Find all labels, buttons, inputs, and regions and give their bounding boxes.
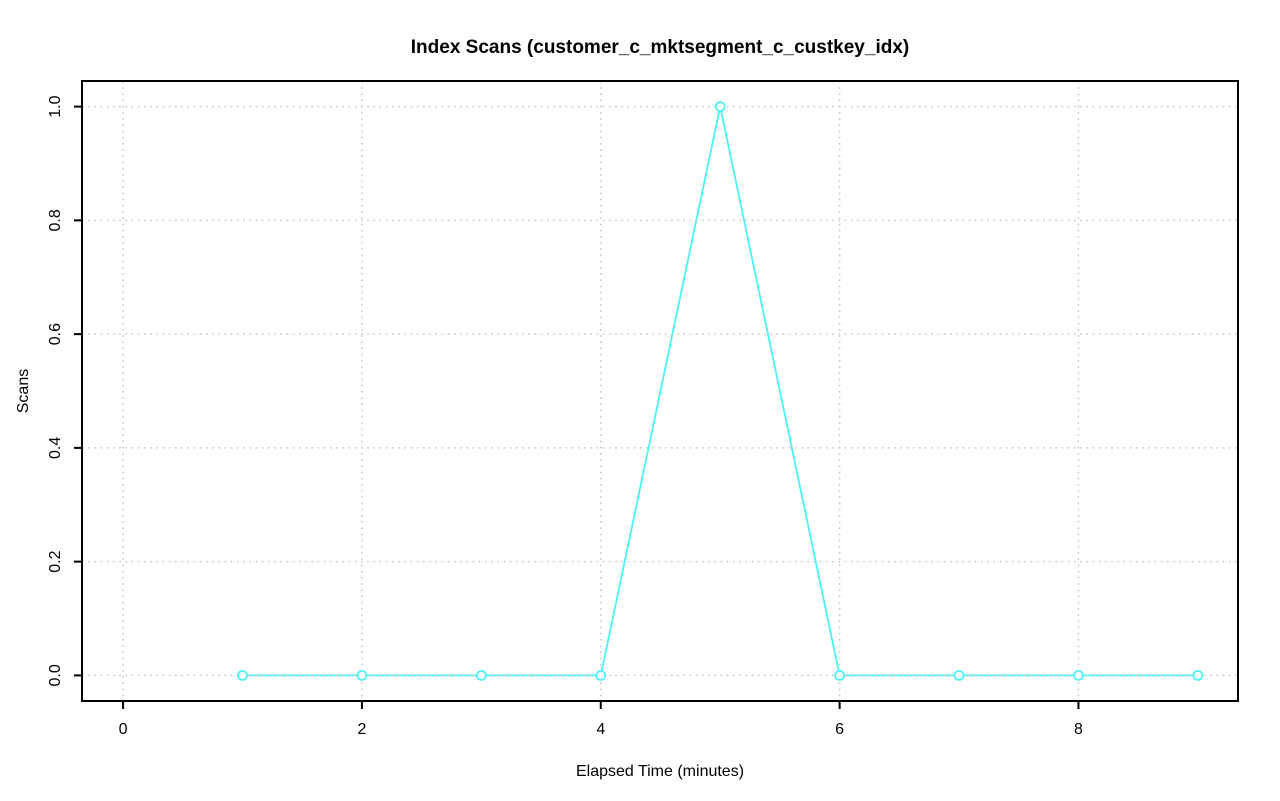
data-point-marker xyxy=(237,670,248,681)
x-tick-label: 4 xyxy=(596,721,605,738)
x-axis-label: Elapsed Time (minutes) xyxy=(576,763,744,780)
y-tick-label: 1.0 xyxy=(47,95,64,117)
data-point-marker xyxy=(953,670,965,681)
data-point-marker xyxy=(834,670,846,681)
y-tick-label: 0.2 xyxy=(47,550,64,572)
y-axis-label: Scans xyxy=(15,369,32,413)
x-tick-label: 6 xyxy=(835,721,844,738)
plot-border xyxy=(81,80,1239,702)
data-point-marker xyxy=(714,101,726,112)
y-tick-label: 0.6 xyxy=(47,323,64,345)
data-point-marker xyxy=(1073,670,1084,681)
axes-group: 0 2 4 6 8 0.0 0.2 0.4 0.6 0.8 1.0 xyxy=(47,80,1239,738)
gridlines-group xyxy=(82,81,1238,701)
data-point-marker xyxy=(356,670,368,681)
y-tick-label: 0.0 xyxy=(47,664,64,686)
data-point-marker xyxy=(595,670,607,681)
series-line xyxy=(241,105,1199,677)
data-point-marker xyxy=(475,670,487,681)
chart-title: Index Scans (customer_c_mktsegment_c_cus… xyxy=(411,37,909,58)
x-tick-label: 8 xyxy=(1074,721,1083,738)
x-tick-label: 0 xyxy=(119,721,128,738)
series-line-group xyxy=(241,105,1199,677)
y-tick-label: 0.4 xyxy=(47,437,64,459)
x-tick-label: 2 xyxy=(357,721,366,738)
y-tick-label: 0.8 xyxy=(47,209,64,231)
series-markers-group xyxy=(237,101,1204,681)
data-point-marker xyxy=(1192,670,1204,681)
